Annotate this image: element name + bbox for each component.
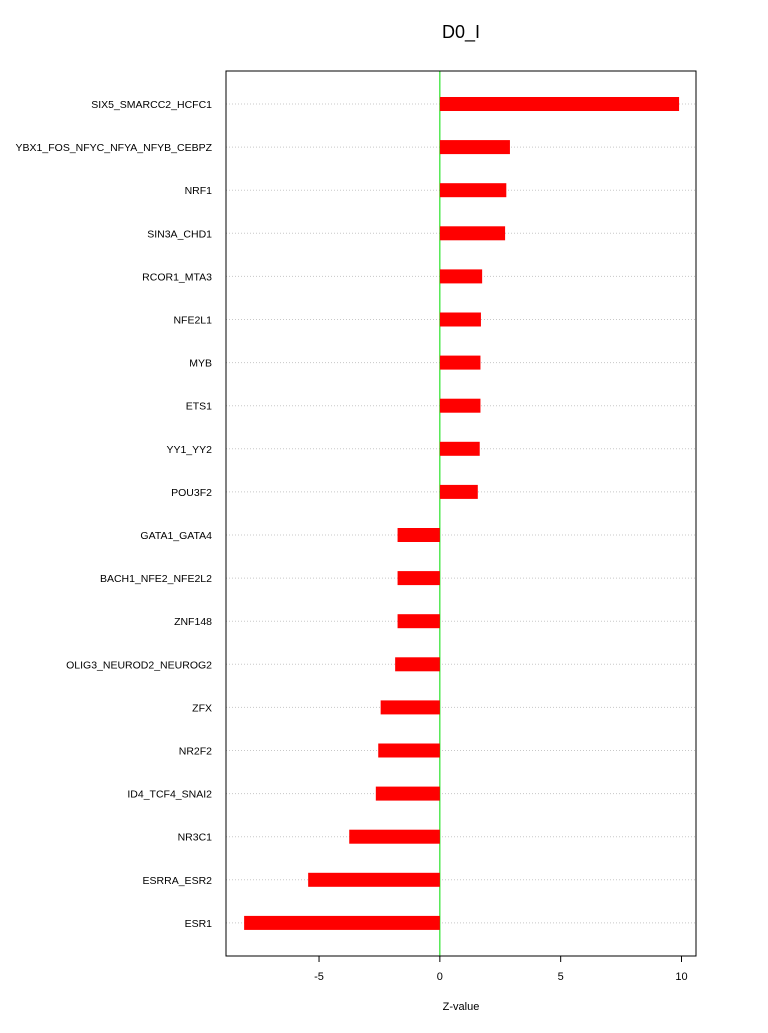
bar xyxy=(439,269,483,284)
bar xyxy=(308,872,440,887)
category-label: YBX1_FOS_NFYC_NFYA_NFYB_CEBPZ xyxy=(16,142,213,154)
category-label: SIN3A_CHD1 xyxy=(147,228,212,240)
bar xyxy=(439,398,481,413)
x-tick-label: 10 xyxy=(675,971,687,983)
bar xyxy=(439,140,510,155)
bar xyxy=(397,571,440,586)
bar xyxy=(395,657,440,672)
chart-title: D0_I xyxy=(441,22,481,42)
bar xyxy=(439,441,480,456)
category-label: ZFX xyxy=(192,702,212,714)
category-label: MYB xyxy=(189,358,212,370)
bar xyxy=(397,528,440,542)
x-tick-label: -5 xyxy=(314,971,324,983)
bar xyxy=(380,700,440,715)
category-label: BACH1_NFE2_NFE2L2 xyxy=(100,573,212,585)
bar xyxy=(439,226,506,241)
category-label: ESRRA_ESR2 xyxy=(143,875,213,887)
bar xyxy=(397,614,440,629)
x-tick-label: 5 xyxy=(558,971,564,983)
category-label: SIX5_SMARCC2_HCFC1 xyxy=(91,99,212,111)
category-label: ESR1 xyxy=(185,918,213,930)
category-label: OLIG3_NEUROD2_NEUROG2 xyxy=(66,659,212,671)
bar xyxy=(439,355,481,370)
bar xyxy=(244,915,440,930)
category-label: NFE2L1 xyxy=(173,315,212,327)
category-label: POU3F2 xyxy=(171,487,212,499)
bar xyxy=(439,97,680,111)
bar xyxy=(439,484,478,499)
bar xyxy=(349,829,440,844)
category-label: YY1_YY2 xyxy=(166,444,212,456)
x-tick-label: 0 xyxy=(437,971,443,983)
bar xyxy=(439,312,481,327)
category-label: ETS1 xyxy=(186,401,212,413)
category-label: RCOR1_MTA3 xyxy=(142,271,212,283)
category-label: NR3C1 xyxy=(178,832,213,844)
plot-frame xyxy=(225,70,697,957)
category-label: ID4_TCF4_SNAI2 xyxy=(127,789,212,801)
bar xyxy=(375,786,440,801)
category-label: GATA1_GATA4 xyxy=(140,530,212,542)
category-label: ZNF148 xyxy=(174,616,212,628)
bar xyxy=(439,183,507,198)
x-axis-label: Z-value xyxy=(443,1001,480,1013)
bar xyxy=(378,743,440,758)
category-label: NRF1 xyxy=(185,185,213,197)
category-label: NR2F2 xyxy=(179,746,212,758)
